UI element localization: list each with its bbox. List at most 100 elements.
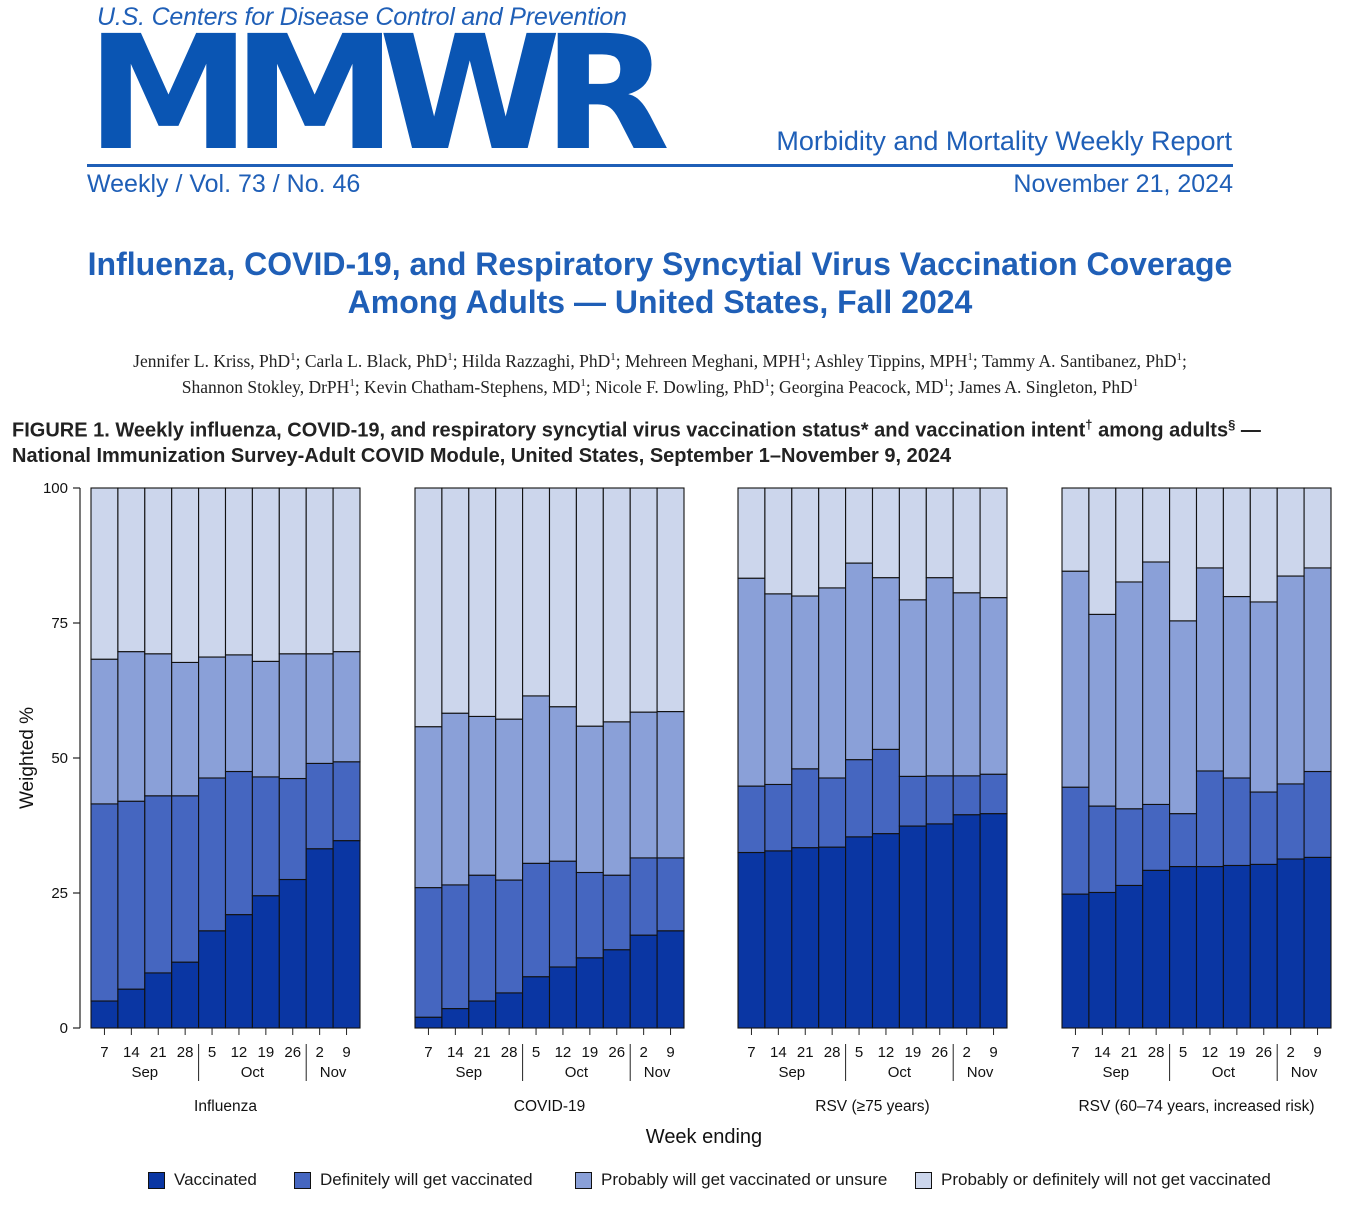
- bar-segment-will-not: [1169, 487, 1198, 622]
- mmwr-logo: MMWR: [86, 2, 670, 186]
- bar-segment-probably: [305, 653, 334, 764]
- month-label: Oct: [888, 1064, 912, 1081]
- bar-segment-definitely: [522, 862, 551, 978]
- bar-segment-will-not: [845, 487, 874, 564]
- bar-segment-vaccinated: [979, 813, 1008, 1029]
- bar-segment-vaccinated: [1115, 884, 1144, 1029]
- x-tick-label: 28: [501, 1044, 518, 1061]
- figure-caption-line-2: National Immunization Survey-Adult COVID…: [12, 444, 952, 467]
- bar-segment-vaccinated: [251, 895, 280, 1029]
- bar-segment-will-not: [979, 487, 1008, 599]
- bar-segment-definitely: [414, 887, 443, 1018]
- month-label: Sep: [778, 1064, 805, 1081]
- bar-segment-definitely: [1222, 777, 1251, 867]
- legend-item-will-not: Probably or definitely will not get vacc…: [915, 1170, 1271, 1190]
- bar-segment-will-not: [1249, 487, 1278, 603]
- bar-segment-vaccinated: [1222, 864, 1251, 1029]
- bar-segment-will-not: [1061, 487, 1090, 572]
- bar-segment-probably: [1115, 581, 1144, 810]
- x-tick-label: 19: [1229, 1044, 1246, 1061]
- bar-segment-probably: [251, 660, 280, 778]
- bar-segment-will-not: [656, 487, 685, 713]
- panel-label: COVID-19: [514, 1098, 586, 1115]
- x-tick-label: 7: [424, 1044, 432, 1061]
- x-tick-label: 12: [231, 1044, 248, 1061]
- legend-label: Probably or definitely will not get vacc…: [941, 1170, 1271, 1189]
- month-label: Nov: [644, 1064, 671, 1081]
- bar-segment-definitely: [979, 773, 1008, 815]
- bar-segment-probably: [171, 661, 200, 797]
- bar-segment-will-not: [332, 487, 361, 653]
- x-tick-label: 19: [258, 1044, 275, 1061]
- bar-segment-definitely: [548, 860, 577, 968]
- bar-segment-vaccinated: [414, 1016, 443, 1029]
- bar-segment-will-not: [1088, 487, 1117, 615]
- bar-segment-definitely: [251, 776, 280, 897]
- legend-swatch: [915, 1171, 932, 1189]
- bar-segment-vaccinated: [1061, 893, 1090, 1029]
- bar-segment-probably: [1142, 561, 1171, 805]
- bar-segment-will-not: [278, 487, 307, 655]
- bar-segment-definitely: [278, 777, 307, 881]
- bar-segment-will-not: [251, 487, 280, 662]
- bar-segment-probably: [1249, 601, 1278, 793]
- bar-segment-will-not: [737, 487, 766, 579]
- bar-segment-definitely: [1195, 770, 1224, 868]
- bar-segment-definitely: [198, 777, 227, 932]
- legend-item-definitely: Definitely will get vaccinated: [294, 1170, 533, 1190]
- bar-segment-vaccinated: [332, 840, 361, 1029]
- bar-segment-will-not: [468, 487, 497, 717]
- bar-segment-will-not: [548, 487, 577, 708]
- bar-segment-will-not: [575, 487, 604, 727]
- bar-segment-definitely: [737, 785, 766, 854]
- x-tick-label: 14: [447, 1044, 464, 1061]
- x-tick-label: 5: [532, 1044, 540, 1061]
- panel-label: RSV (60–74 years, increased risk): [1078, 1098, 1314, 1115]
- bar-segment-probably: [1195, 567, 1224, 772]
- x-tick-label: 19: [905, 1044, 922, 1061]
- bar-segment-definitely: [764, 783, 793, 852]
- bar-segment-probably: [871, 577, 900, 750]
- legend-item-probably: Probably will get vaccinated or unsure: [575, 1170, 887, 1190]
- header-rule: [87, 164, 1233, 167]
- month-label: Sep: [455, 1064, 482, 1081]
- bar-segment-vaccinated: [602, 949, 631, 1029]
- month-label: Nov: [320, 1064, 347, 1081]
- bar-segment-vaccinated: [952, 814, 981, 1029]
- x-tick-label: 2: [315, 1044, 323, 1061]
- bar-segment-definitely: [845, 759, 874, 838]
- bar-segment-vaccinated: [1303, 856, 1332, 1029]
- bar-segment-will-not: [629, 487, 658, 713]
- legend-item-vaccinated: Vaccinated: [148, 1170, 257, 1190]
- bar-segment-will-not: [171, 487, 200, 663]
- y-tick-label: 100: [43, 480, 68, 497]
- bar-segment-definitely: [171, 795, 200, 963]
- bar-segment-will-not: [224, 487, 253, 656]
- bar-segment-will-not: [117, 487, 146, 653]
- bar-segment-probably: [818, 587, 847, 779]
- bar-segment-definitely: [575, 871, 604, 959]
- bar-segment-vaccinated: [818, 846, 847, 1029]
- bar-segment-definitely: [1142, 803, 1171, 871]
- x-tick-label: 7: [747, 1044, 755, 1061]
- bar-segment-probably: [1088, 613, 1117, 807]
- legend-label: Vaccinated: [174, 1170, 257, 1189]
- x-tick-label: 26: [608, 1044, 625, 1061]
- bar-segment-vaccinated: [90, 1000, 119, 1029]
- bar-segment-probably: [1303, 567, 1332, 773]
- x-tick-label: 19: [582, 1044, 599, 1061]
- bar-segment-probably: [845, 562, 874, 761]
- bar-segment-definitely: [1249, 791, 1278, 865]
- figure-caption-line-1: FIGURE 1. Weekly influenza, COVID-19, an…: [12, 417, 1261, 442]
- bar-segment-vaccinated: [278, 878, 307, 1029]
- author-line-1: Jennifer L. Kriss, PhD1; Carla L. Black,…: [133, 350, 1187, 371]
- bar-segment-vaccinated: [1142, 869, 1171, 1029]
- bar-segment-definitely: [952, 775, 981, 816]
- legend-swatch: [148, 1171, 165, 1189]
- report-name: Morbidity and Mortality Weekly Report: [776, 126, 1232, 156]
- bar-segment-vaccinated: [1088, 891, 1117, 1029]
- bar-segment-definitely: [332, 761, 361, 842]
- bar-segment-definitely: [791, 768, 820, 849]
- bar-segment-will-not: [495, 487, 524, 720]
